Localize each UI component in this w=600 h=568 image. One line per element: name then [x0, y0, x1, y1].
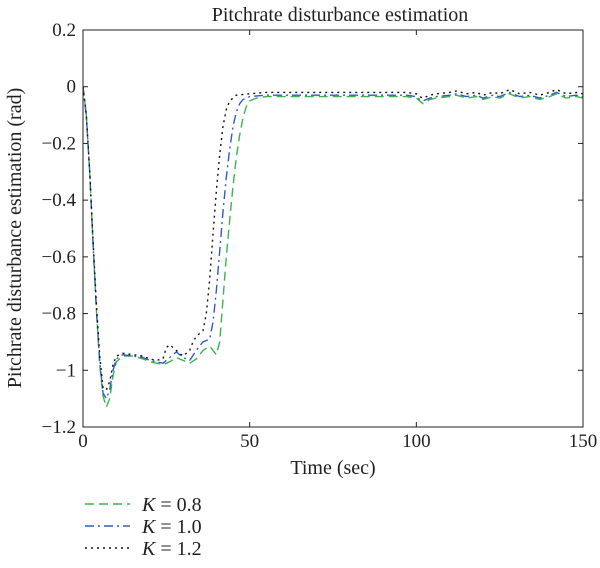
y-tick-label: −0.6 [42, 247, 76, 268]
x-axis-label: Time (sec) [290, 457, 375, 479]
series-line-3 [83, 86, 583, 391]
y-tick-label: −0.8 [42, 304, 76, 325]
series-line-2 [83, 86, 583, 400]
legend: K = 0.8K = 1.0K = 1.2 [85, 494, 202, 560]
chart-title: Pitchrate disturbance estimation [212, 4, 469, 26]
legend-label-1: K = 0.8 [141, 494, 202, 516]
y-axis-label: Pitchrate disturbance estimation (rad) [4, 88, 26, 388]
y-tick-label: 0.2 [52, 20, 76, 41]
series-line-1 [83, 86, 583, 408]
y-tick-label: −1.2 [42, 417, 76, 438]
y-axis: 0.2 0 −0.2 −0.4 −0.6 −0.8 −1 −1.2 [42, 20, 583, 438]
x-axis: 0 50 100 150 [78, 30, 597, 452]
y-tick-label: −0.2 [42, 133, 76, 154]
legend-item: K = 1.2 [85, 538, 202, 560]
legend-label-3: K = 1.2 [141, 538, 202, 560]
y-tick-label: −1 [56, 360, 76, 381]
legend-item: K = 0.8 [85, 494, 202, 516]
legend-label-2: K = 1.0 [141, 516, 202, 538]
series-lines [83, 86, 583, 408]
plot-frame [82, 29, 584, 428]
y-tick-label: −0.4 [42, 190, 77, 211]
y-tick-label: 0 [67, 77, 77, 98]
x-tick-label: 0 [78, 431, 88, 452]
plot-area [82, 29, 584, 428]
x-tick-label: 150 [569, 431, 598, 452]
x-tick-label: 50 [240, 431, 259, 452]
legend-item: K = 1.0 [85, 516, 202, 538]
x-tick-label: 100 [402, 431, 431, 452]
